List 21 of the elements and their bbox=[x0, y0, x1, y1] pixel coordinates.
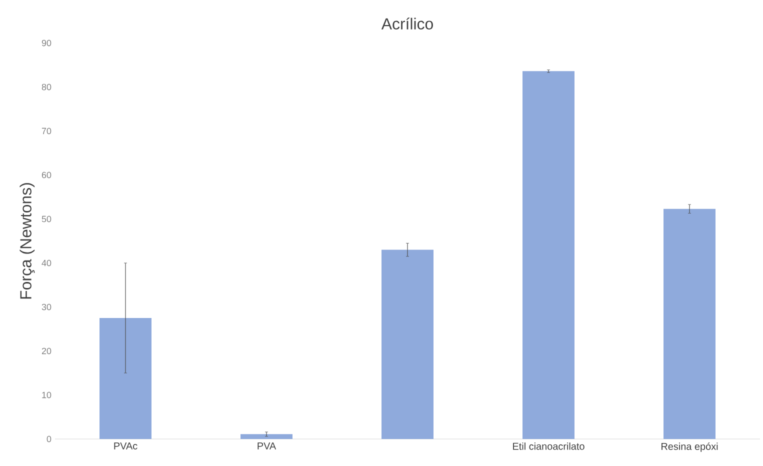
x-tick-label: PVAc bbox=[114, 442, 138, 450]
y-tick-label: 0 bbox=[46, 436, 52, 442]
y-tick-label: 70 bbox=[42, 128, 52, 134]
bar bbox=[522, 71, 575, 439]
y-tick-label: 10 bbox=[42, 392, 52, 398]
y-tick-label: 50 bbox=[42, 216, 52, 222]
bar bbox=[100, 318, 152, 439]
x-tick-label: Etil cianoacrilato bbox=[513, 442, 584, 450]
y-tick-label: 40 bbox=[42, 260, 52, 266]
y-tick-label: 80 bbox=[42, 84, 52, 90]
y-axis-title: Força (Newtons) bbox=[20, 183, 35, 299]
bar bbox=[240, 434, 293, 439]
bar bbox=[382, 250, 434, 439]
x-tick-label: PVA bbox=[258, 442, 276, 450]
y-tick-label: 20 bbox=[42, 348, 52, 354]
y-tick-label: 60 bbox=[42, 172, 52, 178]
bar bbox=[664, 208, 716, 439]
y-tick-label: 30 bbox=[42, 304, 52, 310]
x-tick-label: Resina epóxi bbox=[662, 442, 718, 452]
y-tick-label: 90 bbox=[42, 40, 52, 46]
chart-title: Acrílico bbox=[381, 18, 433, 30]
